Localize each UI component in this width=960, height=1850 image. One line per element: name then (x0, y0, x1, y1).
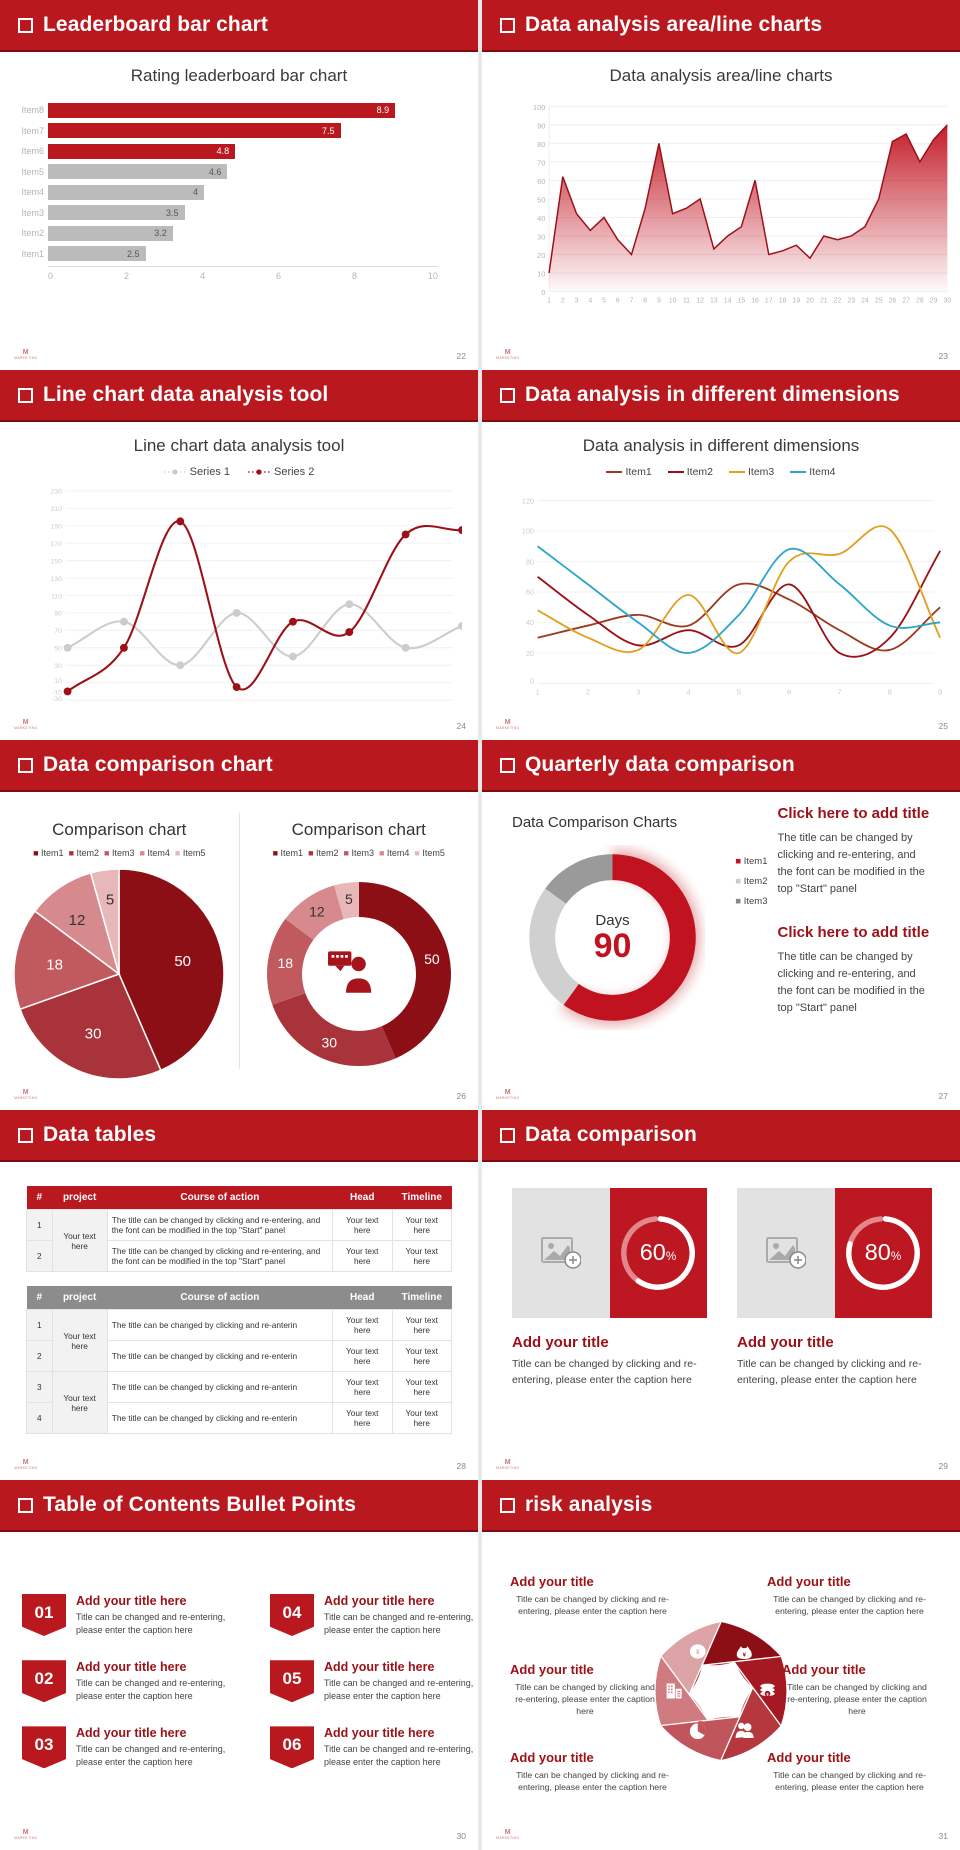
svg-text:30: 30 (944, 298, 952, 305)
svg-text:Data4: Data4 (225, 708, 248, 709)
svg-text:11: 11 (683, 298, 690, 305)
svg-text:40: 40 (537, 214, 545, 223)
svg-text:5: 5 (345, 891, 353, 907)
svg-text:12: 12 (309, 904, 325, 920)
svg-text:20: 20 (526, 649, 534, 658)
svg-text:16: 16 (751, 298, 759, 305)
svg-text:4: 4 (588, 298, 592, 305)
svg-text:Data5: Data5 (282, 708, 305, 709)
svg-text:0: 0 (541, 288, 545, 297)
svg-text:1: 1 (535, 687, 539, 696)
svg-text:Data2: Data2 (113, 708, 136, 709)
svg-text:30: 30 (85, 1026, 102, 1043)
svg-text:18: 18 (779, 298, 787, 305)
svg-text:4: 4 (686, 687, 691, 696)
svg-text:Data8: Data8 (451, 708, 462, 709)
svg-text:230: 230 (51, 489, 63, 496)
svg-text:80%: 80% (865, 1239, 901, 1265)
svg-text:120: 120 (522, 496, 534, 505)
svg-text:25: 25 (875, 298, 883, 305)
svg-text:24: 24 (861, 298, 869, 305)
svg-text:13: 13 (710, 298, 718, 305)
svg-text:5: 5 (737, 687, 741, 696)
svg-text:3: 3 (575, 298, 579, 305)
svg-text:10: 10 (537, 270, 545, 279)
svg-text:150: 150 (51, 558, 63, 565)
svg-text:10: 10 (54, 678, 62, 685)
svg-text:7: 7 (630, 298, 634, 305)
svg-text:50: 50 (537, 196, 545, 205)
svg-text:60%: 60% (640, 1239, 676, 1265)
svg-text:0: 0 (530, 676, 534, 685)
svg-text:100: 100 (533, 103, 545, 112)
svg-text:20: 20 (806, 298, 814, 305)
svg-text:5: 5 (602, 298, 606, 305)
svg-text:26: 26 (889, 298, 897, 305)
svg-text:Data6: Data6 (338, 708, 361, 709)
svg-text:130: 130 (51, 576, 63, 583)
svg-text:30: 30 (54, 663, 62, 670)
svg-text:6: 6 (787, 687, 791, 696)
svg-text:10: 10 (669, 298, 677, 305)
svg-text:20: 20 (537, 251, 545, 260)
svg-text:17: 17 (765, 298, 773, 305)
svg-text:60: 60 (526, 588, 534, 597)
svg-text:19: 19 (792, 298, 800, 305)
svg-text:18: 18 (47, 956, 64, 973)
svg-text:50: 50 (424, 951, 440, 967)
svg-text:9: 9 (657, 298, 661, 305)
svg-text:Data3: Data3 (169, 708, 192, 709)
svg-text:40: 40 (526, 618, 534, 627)
svg-text:29: 29 (930, 298, 938, 305)
svg-text:22: 22 (834, 298, 842, 305)
svg-text:6: 6 (616, 298, 620, 305)
svg-text:5: 5 (106, 892, 114, 909)
svg-text:21: 21 (820, 298, 828, 305)
svg-text:210: 210 (51, 506, 63, 513)
svg-text:80: 80 (526, 557, 534, 566)
svg-text:1: 1 (547, 298, 551, 305)
svg-text:30: 30 (321, 1034, 337, 1050)
svg-text:2: 2 (561, 298, 565, 305)
svg-text:15: 15 (737, 298, 745, 305)
svg-text:2: 2 (586, 687, 590, 696)
svg-text:12: 12 (69, 912, 86, 929)
svg-text:27: 27 (902, 298, 910, 305)
svg-text:9: 9 (938, 687, 942, 696)
svg-text:Data7: Data7 (394, 708, 417, 709)
svg-text:7: 7 (837, 687, 841, 696)
svg-text:80: 80 (537, 140, 545, 149)
svg-text:70: 70 (537, 159, 545, 168)
svg-text:12: 12 (696, 298, 704, 305)
svg-text:8: 8 (888, 687, 892, 696)
svg-text:Data1: Data1 (56, 708, 79, 709)
svg-text:170: 170 (51, 541, 63, 548)
svg-text:190: 190 (51, 524, 63, 531)
svg-text:¥: ¥ (696, 1649, 700, 1656)
svg-text:50: 50 (54, 646, 62, 653)
svg-text:8: 8 (643, 298, 647, 305)
svg-text:28: 28 (916, 298, 924, 305)
svg-text:-30: -30 (52, 696, 62, 703)
svg-text:23: 23 (847, 298, 855, 305)
svg-text:100: 100 (522, 527, 534, 536)
svg-text:14: 14 (724, 298, 732, 305)
svg-text:60: 60 (537, 177, 545, 186)
svg-text:70: 70 (54, 628, 62, 635)
svg-text:3: 3 (636, 687, 640, 696)
svg-text:90: 90 (54, 611, 62, 618)
svg-text:30: 30 (537, 233, 545, 242)
svg-text:110: 110 (51, 593, 62, 600)
svg-text:90: 90 (537, 122, 545, 131)
svg-text:18: 18 (277, 955, 293, 971)
svg-text:50: 50 (175, 953, 192, 970)
